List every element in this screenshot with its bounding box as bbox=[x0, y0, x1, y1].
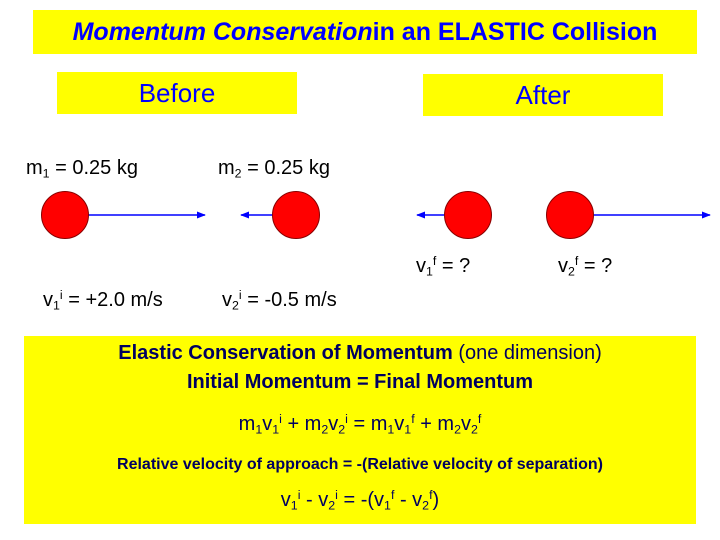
after-ball-1 bbox=[444, 191, 492, 239]
relative-velocity-rule: Relative velocity of approach = -(Relati… bbox=[117, 456, 603, 473]
momentum-equation: m1v1i + m2v2i = m1v1f + m2v2f bbox=[238, 412, 482, 437]
title-banner: Momentum Conservation in an ELASTIC Coll… bbox=[33, 10, 697, 54]
before-velocity-2-label: v2i = -0.5 m/s bbox=[222, 288, 337, 313]
before-velocity-1-label: v1i = +2.0 m/s bbox=[43, 288, 163, 313]
summary-box: Elastic Conservation of Momentum (one di… bbox=[24, 336, 696, 524]
before-ball-2 bbox=[272, 191, 320, 239]
summary-principle: Initial Momentum = Final Momentum bbox=[186, 371, 534, 393]
after-velocity-1-label: v1f = ? bbox=[416, 254, 471, 279]
before-ball-1 bbox=[41, 191, 89, 239]
title-rest: in an ELASTIC Collision bbox=[372, 17, 658, 46]
summary-heading: Elastic Conservation of Momentum (one di… bbox=[118, 342, 602, 364]
after-label: After bbox=[423, 74, 663, 116]
after-ball-2 bbox=[546, 191, 594, 239]
before-label: Before bbox=[57, 72, 297, 114]
mass-1-label: m1 = 0.25 kg bbox=[26, 157, 138, 181]
title-emphasis: Momentum Conservation bbox=[72, 17, 373, 46]
after-velocity-2-label: v2f = ? bbox=[558, 254, 613, 279]
velocity-equation: v1i - v2i = -(v1f - v2f) bbox=[280, 488, 440, 513]
mass-2-label: m2 = 0.25 kg bbox=[218, 157, 330, 181]
